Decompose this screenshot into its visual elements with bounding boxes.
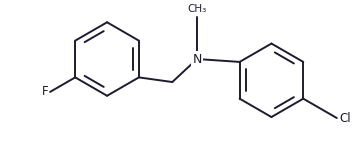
Text: CH₃: CH₃ — [187, 4, 207, 14]
Text: N: N — [192, 52, 202, 66]
Text: Cl: Cl — [340, 112, 351, 125]
Text: F: F — [41, 85, 48, 98]
